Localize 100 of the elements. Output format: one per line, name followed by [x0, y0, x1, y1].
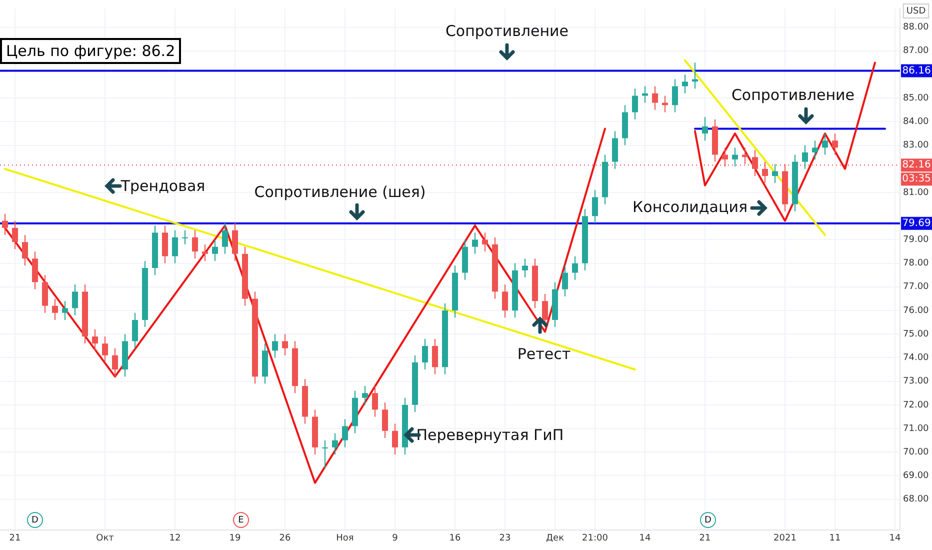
x-tick-label: Окт — [96, 534, 114, 544]
candlestick — [42, 274, 48, 314]
annotation: Сопротивление — [445, 22, 569, 40]
candlestick — [332, 432, 338, 455]
candlestick — [2, 213, 8, 236]
candlestick — [832, 132, 838, 156]
candlestick — [812, 140, 818, 160]
candlestick — [272, 334, 278, 358]
y-tick-label: 81.00 — [903, 188, 930, 198]
y-tick-label: 77.00 — [903, 282, 930, 292]
candlestick — [192, 230, 198, 260]
candlestick — [362, 386, 368, 406]
candlestick — [132, 312, 138, 349]
y-tick-label: 75.00 — [903, 329, 930, 340]
ref-line-label: 79.69 — [902, 218, 931, 230]
y-tick-label: 84.00 — [903, 117, 930, 128]
y-tick-label: 76.00 — [903, 306, 930, 316]
candlestick — [102, 336, 108, 363]
annotation: Сопротивление (шея) — [254, 182, 426, 201]
candlestick — [592, 190, 598, 224]
x-tick-label: 21:00 — [582, 534, 608, 544]
candlestick — [482, 232, 488, 252]
ref-line-label: 86.16 — [902, 65, 931, 76]
candlestick — [382, 402, 388, 438]
x-tick-label: 14 — [639, 534, 651, 544]
y-tick-label: 78.00 — [903, 258, 930, 269]
candlestick — [562, 265, 568, 297]
candlestick — [172, 230, 178, 264]
candlestick — [162, 225, 168, 264]
candlestick — [282, 334, 288, 356]
x-tick-label: 23 — [499, 534, 511, 544]
x-tick-label: 26 — [279, 534, 291, 544]
candlestick — [372, 386, 378, 418]
candlestick — [802, 144, 808, 170]
y-axis-title: USD — [906, 6, 926, 16]
candlestick — [632, 88, 638, 120]
x-tick-label: 11 — [829, 534, 841, 544]
candlestick — [182, 230, 188, 245]
y-tick-label: 68.00 — [903, 494, 930, 505]
y-tick-label: 85.00 — [903, 93, 930, 104]
candlestick — [432, 338, 438, 375]
annotation: Перевернутая ГиП — [416, 426, 564, 444]
candlestick — [572, 256, 578, 280]
candlestick — [12, 220, 18, 250]
candlestick — [212, 239, 218, 262]
candlestick — [682, 74, 688, 94]
annotation: Ретест — [517, 344, 571, 363]
candlestick — [112, 348, 118, 378]
candlestick — [422, 338, 428, 370]
y-tick-label: 70.00 — [903, 447, 930, 458]
candlestick — [232, 222, 238, 262]
x-tick-label: 21 — [699, 534, 711, 544]
candlestick — [342, 418, 348, 448]
candlestick — [502, 284, 508, 318]
annotation: Трендовая — [120, 176, 206, 195]
candlestick — [822, 132, 828, 156]
candlestick — [672, 78, 678, 113]
candlestick — [522, 258, 528, 278]
candlestick — [542, 293, 548, 328]
x-tick-label: 14 — [889, 534, 901, 544]
candlestick — [652, 86, 658, 110]
x-tick-label: 12 — [169, 534, 181, 544]
candlestick — [32, 251, 38, 290]
candlestick — [202, 244, 208, 262]
y-tick-label: 87.00 — [903, 46, 930, 56]
y-tick-label: 69.00 — [903, 471, 930, 482]
text: 03:35 — [902, 174, 931, 185]
annotation: D — [32, 515, 39, 526]
candlestick — [52, 298, 58, 320]
x-tick-label: 19 — [229, 534, 241, 544]
ref-line-label: 82.16 — [902, 160, 931, 171]
candlestick — [702, 116, 708, 142]
text: Цель по фигуре: 86.2 — [0, 38, 182, 64]
y-tick-label: 88.00 — [903, 22, 930, 33]
candlestick — [62, 300, 68, 320]
y-tick-label: 73.00 — [903, 376, 930, 387]
y-tick-label: 72.00 — [903, 400, 930, 410]
candlestick — [752, 150, 758, 176]
candlestick — [392, 423, 398, 455]
candlestick — [92, 328, 98, 352]
y-tick-label: 79.00 — [903, 235, 930, 246]
candlestick — [472, 232, 478, 254]
x-tick-label: 9 — [392, 534, 398, 544]
x-tick-label: 16 — [449, 534, 461, 544]
annotation: E — [238, 515, 244, 526]
annotation: D — [704, 515, 712, 526]
candlestick — [222, 222, 228, 254]
y-tick-label: 71.00 — [903, 424, 930, 434]
candlestick — [692, 62, 698, 90]
candlestick — [22, 234, 28, 266]
y-tick-label: 83.00 — [903, 140, 930, 151]
y-tick-label: 74.00 — [903, 353, 930, 364]
candlestick — [72, 284, 78, 316]
candlestick — [322, 440, 328, 470]
x-tick-label: 2021 — [774, 534, 796, 544]
candlestick — [612, 130, 618, 170]
x-tick-label: Дек — [546, 534, 565, 544]
x-tick-label: 21 — [9, 534, 21, 544]
annotation: Сопротивление — [731, 86, 855, 104]
annotation: Консолидация — [632, 198, 748, 216]
